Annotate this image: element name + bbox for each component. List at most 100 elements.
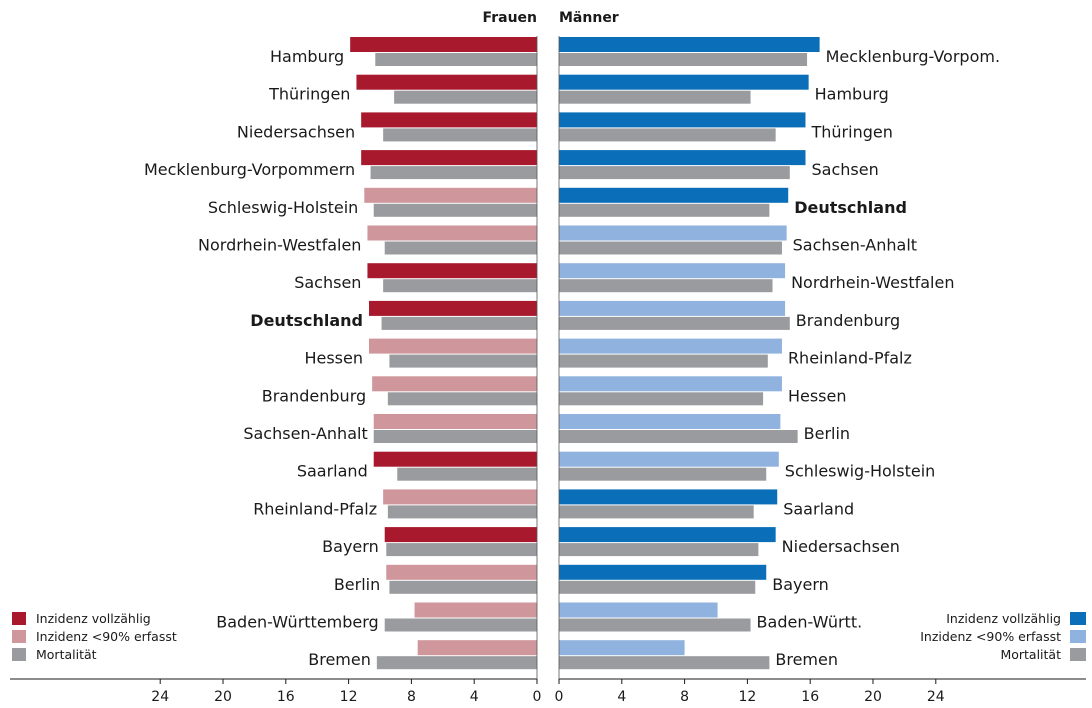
men-state-label: Saarland [783,499,854,518]
women-mortality-bar [384,618,537,632]
women-mortality-bar [397,467,537,481]
men-mortality-bar [559,53,808,66]
women-mortality-bar [373,203,537,217]
men-x-tick-label: 20 [864,689,882,705]
legend-label: Mortalität [36,647,97,662]
women-state-label: Bayern [322,537,379,556]
men-mortality-bar [559,241,782,255]
men-x-tick-label: 12 [738,689,756,705]
women-bars: Hamburg Thüringen Niedersachsen Mecklenburg… [144,37,537,670]
men-incidence-bar [559,489,778,505]
men-incidence-bar [559,527,776,543]
men-incidence-bar [559,225,787,241]
women-mortality-bar [387,392,537,406]
women-mortality-bar [389,580,537,594]
women-mortality-bar [370,166,537,180]
women-state-label: Baden-Württemberg [216,613,378,632]
women-mortality-bar [389,354,537,368]
women-incidence-bar [361,112,537,128]
x-axis: 24 20 16 12 8 4 0 0 4 8 12 16 20 24 [10,36,1086,705]
men-state-label: Sachsen [811,160,878,179]
legend-swatch [12,630,26,643]
men-incidence-bar [559,112,806,128]
men-mortality-bar [559,279,773,293]
men-mortality-bar [559,392,764,406]
women-mortality-bar [384,241,537,255]
men-state-label: Thüringen [810,122,892,141]
legend-label: Mortalität [1000,647,1061,662]
men-x-tick-label: 0 [555,689,564,705]
men-incidence-bar [559,263,786,279]
men-incidence-bar [559,376,782,392]
men-state-label: Berlin [804,424,850,443]
men-mortality-bar [559,505,754,519]
men-incidence-bar [559,300,786,316]
men-incidence-bar [559,564,767,580]
women-state-label: Thüringen [268,85,350,104]
legend-label: Inzidenz <90% erfasst [36,629,177,644]
men-incidence-bar [559,37,820,52]
men-state-label: Hessen [788,386,847,405]
women-incidence-bar [356,74,537,90]
women-incidence-bar [350,37,537,52]
women-x-tick-label: 0 [533,689,542,705]
men-mortality-bar [559,90,751,104]
women-mortality-bar [373,430,537,443]
women-state-label: Nordrhein-Westfalen [198,236,361,255]
men-x-tick-label: 16 [801,689,819,705]
men-legend: Inzidenz vollzählig Inzidenz <90% erfasst… [920,611,1086,662]
legend-swatch [12,612,26,625]
legend-label: Inzidenz vollzählig [36,611,151,626]
women-mortality-bar [381,316,537,330]
women-incidence-bar [373,451,537,467]
women-x-tick-label: 16 [277,689,295,705]
legend-swatch [1070,648,1086,661]
men-mortality-bar [559,128,776,142]
women-x-tick-label: 8 [407,689,416,705]
women-state-label: Brandenburg [262,386,366,405]
women-incidence-bar [367,225,537,241]
men-mortality-bar [559,543,759,557]
women-mortality-bar [383,128,537,142]
men-bars: Mecklenburg-Vorpom. Hamburg Thüringen Sachs… [559,37,1000,670]
men-incidence-bar [559,74,809,90]
men-state-label: Sachsen-Anhalt [793,236,917,255]
women-state-label: Deutschland [250,311,363,330]
legend-swatch [1070,630,1086,643]
women-state-label: Rheinland-Pfalz [253,499,377,518]
women-legend: Inzidenz vollzählig Inzidenz <90% erfasst… [12,611,177,662]
women-incidence-bar [372,376,537,392]
men-state-label: Brandenburg [796,311,900,330]
men-incidence-bar [559,338,782,354]
men-mortality-bar [559,203,770,217]
men-state-label: Hamburg [815,85,889,104]
men-state-label: Schleswig-Holstein [785,462,935,481]
women-mortality-bar [376,656,537,670]
women-state-label: Berlin [334,575,380,594]
women-state-label: Sachsen-Anhalt [243,424,367,443]
legend-swatch [1070,612,1086,625]
men-x-tick-label: 4 [617,689,626,705]
women-x-tick-label: 20 [214,689,232,705]
women-state-label: Hamburg [270,47,344,66]
women-incidence-bar [383,489,537,505]
men-mortality-bar [559,656,770,670]
women-incidence-bar [369,338,537,354]
women-x-tick-label: 24 [151,689,169,705]
men-state-label: Mecklenburg-Vorpom. [826,47,1000,66]
women-incidence-bar [373,414,537,429]
legend-swatch [12,648,26,661]
men-incidence-bar [559,451,779,467]
women-incidence-bar [414,602,537,618]
men-mortality-bar [559,354,768,368]
men-state-label: Deutschland [794,198,907,217]
women-state-label: Saarland [297,462,368,481]
legend-label: Inzidenz vollzählig [946,611,1061,626]
women-state-label: Schleswig-Holstein [208,198,358,217]
women-state-label: Bremen [308,650,371,669]
women-state-label: Mecklenburg-Vorpommern [144,160,355,179]
women-state-label: Sachsen [294,273,361,292]
men-side-title: Männer [559,10,619,26]
men-mortality-bar [559,580,756,594]
